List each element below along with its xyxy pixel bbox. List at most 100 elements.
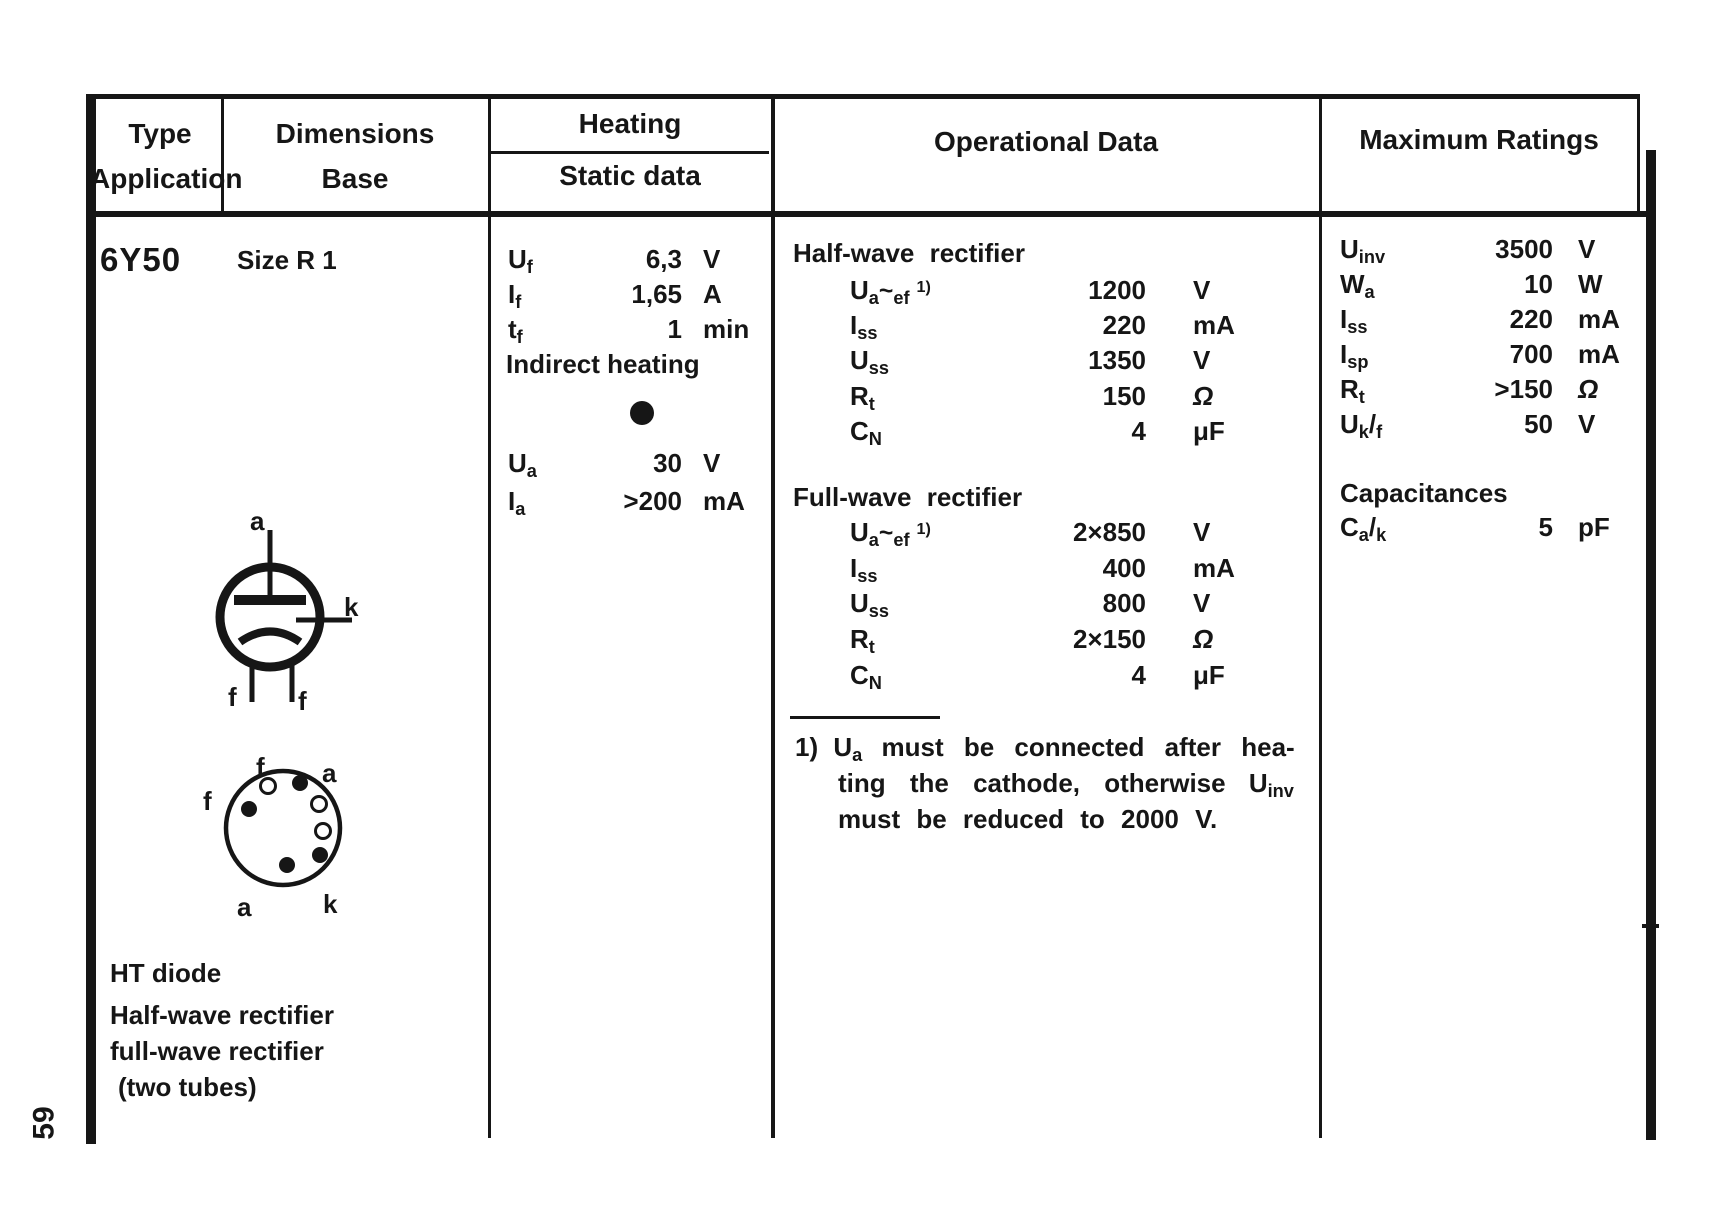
separator-col1-col2 xyxy=(221,96,224,213)
param-symbol: Isp xyxy=(1340,339,1369,373)
capacitance-row: Ca/k 5 pF xyxy=(1340,512,1610,544)
page-number: 59 xyxy=(27,1106,61,1140)
param-symbol: Rt xyxy=(850,624,875,658)
param-value: 150 xyxy=(1102,381,1146,411)
base-pin-label-bottom-left: a xyxy=(237,892,252,922)
param-unit: A xyxy=(703,279,722,309)
param-value: 4 xyxy=(1131,660,1146,690)
base-pin-label-top: f xyxy=(256,752,265,782)
header-dimensions: Dimensions xyxy=(275,118,435,149)
param-value: 1 xyxy=(667,314,682,344)
op-row: Rt 2×150 Ω xyxy=(850,624,1214,658)
op-row: Iss 400 mA xyxy=(850,553,1235,585)
symbol-filament-label-1: f xyxy=(228,682,237,712)
header-base: Base xyxy=(321,163,389,194)
param-unit: μF xyxy=(1193,416,1225,446)
param-symbol: CN xyxy=(850,416,882,450)
static-row-ia: Ia >200 mA xyxy=(508,486,745,520)
param-value: 3500 xyxy=(1495,234,1553,264)
base-pin-label-bottom-right: k xyxy=(323,889,338,919)
param-value: 30 xyxy=(653,448,682,478)
header-type: Type xyxy=(128,118,192,149)
param-value: 2×150 xyxy=(1072,624,1146,654)
symbol-cathode-label: k xyxy=(344,592,359,622)
max-rating-row: Isp 700 mA xyxy=(1340,339,1620,373)
header-application: Application xyxy=(90,163,243,194)
symbol-filament-label-2: f xyxy=(298,686,307,716)
max-rating-row: Wa 10 W xyxy=(1340,269,1603,301)
table-right-outer-border xyxy=(1646,150,1656,1140)
footnote-text: must be connected after hea- xyxy=(881,732,1295,762)
op-row: Iss 220 mA xyxy=(850,310,1235,344)
param-value: 700 xyxy=(1509,339,1553,369)
max-rating-row: Iss 220 mA xyxy=(1340,304,1620,336)
heating-underline xyxy=(491,151,769,154)
param-value: 220 xyxy=(1509,304,1553,334)
param-symbol: CN xyxy=(850,660,882,694)
param-unit: min xyxy=(703,314,750,344)
param-unit: Ω xyxy=(1578,374,1599,404)
param-value: 4 xyxy=(1131,416,1146,446)
table-top-border xyxy=(92,94,1640,99)
param-symbol: tf xyxy=(508,314,523,348)
footnote-line-3: must be reduced to 2000 V. xyxy=(838,804,1218,834)
separator-col2-col3 xyxy=(488,96,491,1138)
max-rating-row: Uk/f 50 V xyxy=(1340,409,1596,441)
application-line-2: Half-wave rectifier xyxy=(110,1000,334,1030)
param-unit: mA xyxy=(703,486,745,516)
op-row: Rt 150 Ω xyxy=(850,381,1214,413)
param-unit: V xyxy=(1193,275,1211,305)
param-unit: V xyxy=(1578,409,1596,439)
header-heating: Heating xyxy=(578,108,682,139)
param-value: >200 xyxy=(623,486,682,516)
param-symbol: If xyxy=(508,279,522,313)
base-pin-label-left: f xyxy=(203,786,212,816)
ink-dot xyxy=(630,401,654,425)
max-rating-row: Uinv 3500 V xyxy=(1340,234,1596,266)
footnote-marker: 1) xyxy=(795,732,819,762)
footnote-symbol: Uinv xyxy=(1248,768,1294,802)
param-symbol: Uss xyxy=(850,345,890,379)
param-unit: V xyxy=(1193,517,1211,547)
full-wave-title: Full-wave rectifier xyxy=(793,482,1023,512)
param-unit: μF xyxy=(1193,660,1225,690)
param-value: 800 xyxy=(1102,588,1146,618)
param-unit: Ω xyxy=(1193,624,1214,654)
param-unit: mA xyxy=(1193,310,1235,340)
param-symbol: Rt xyxy=(1340,374,1365,408)
param-unit: mA xyxy=(1193,553,1235,583)
separator-col4-col5 xyxy=(1319,96,1322,1138)
param-value: 10 xyxy=(1524,269,1553,299)
param-symbol: Iss xyxy=(850,310,878,344)
param-value: 2×850 xyxy=(1072,517,1146,547)
max-rating-row: Rt >150 Ω xyxy=(1340,374,1599,408)
footnote-line-2: ting the cathode, otherwise Uinv xyxy=(838,768,1294,802)
param-symbol: Uss xyxy=(850,588,890,622)
param-value: 1200 xyxy=(1088,275,1146,305)
application-line-3: full-wave rectifier xyxy=(110,1036,324,1066)
param-symbol: Ia xyxy=(508,486,526,520)
param-unit: V xyxy=(703,244,721,274)
symbol-anode-label: a xyxy=(250,506,265,536)
tube-symbol-drawing xyxy=(215,530,352,702)
param-value: >150 xyxy=(1494,374,1553,404)
param-unit: V xyxy=(703,448,721,478)
op-row: Ua~ef1) 2×850 V xyxy=(850,517,1211,551)
param-symbol: Ua~ef1) xyxy=(850,517,931,551)
param-symbol: Ua xyxy=(508,448,537,482)
tube-size: Size R 1 xyxy=(237,245,337,275)
param-unit: V xyxy=(1578,234,1596,264)
op-row: Uss 1350 V xyxy=(850,345,1210,379)
op-row: CN 4 μF xyxy=(850,660,1225,694)
heating-row-uf: Uf 6,3 V xyxy=(508,244,721,276)
op-row: CN 4 μF xyxy=(850,416,1225,450)
param-unit: Ω xyxy=(1193,381,1214,411)
half-wave-title: Half-wave rectifier xyxy=(793,238,1025,268)
param-value: 5 xyxy=(1538,512,1553,542)
footnote-line-1: 1) Ua must be connected after hea- xyxy=(795,732,1295,764)
header-operational-data: Operational Data xyxy=(933,126,1159,157)
capacitances-title: Capacitances xyxy=(1340,478,1508,508)
param-unit: mA xyxy=(1578,339,1620,369)
table-left-border xyxy=(86,94,96,1144)
base-pin-label-top-right: a xyxy=(322,758,337,788)
